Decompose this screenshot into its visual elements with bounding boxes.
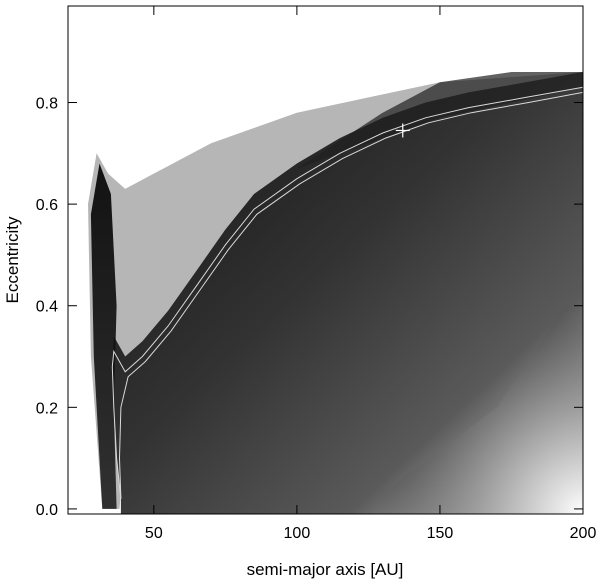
y-axis: 0.0 0.2 0.4 0.6 0.8 (36, 96, 583, 519)
contour-line-inner (118, 91, 583, 499)
x-axis: 50 100 150 200 (145, 6, 597, 542)
y-tick-label: 0.0 (36, 502, 58, 519)
x-tick-label: 100 (284, 525, 311, 542)
heatmap-dark-edge (90, 163, 117, 509)
y-axis-title: Eccentricity (3, 216, 22, 303)
x-tick-label: 200 (570, 525, 597, 542)
x-tick-label: 150 (427, 525, 454, 542)
y-tick-label: 0.8 (36, 96, 58, 113)
plot-frame (67, 5, 584, 515)
y-tick-label: 0.4 (36, 299, 58, 316)
x-axis-title: semi-major axis [AU] (247, 560, 404, 579)
y-tick-label: 0.2 (36, 400, 58, 417)
x-tick-label: 50 (145, 525, 163, 542)
heatmap-bright-corner (354, 280, 583, 514)
y-tick-label: 0.6 (36, 197, 58, 214)
heatmap-halo-region (88, 72, 583, 509)
heatmap-image (88, 72, 583, 514)
contour-lines (111, 86, 583, 499)
heatmap-streak-band (296, 72, 583, 169)
heatmap-main-region (112, 72, 583, 514)
contour-line-outer (111, 86, 583, 499)
best-fit-marker (395, 123, 410, 138)
